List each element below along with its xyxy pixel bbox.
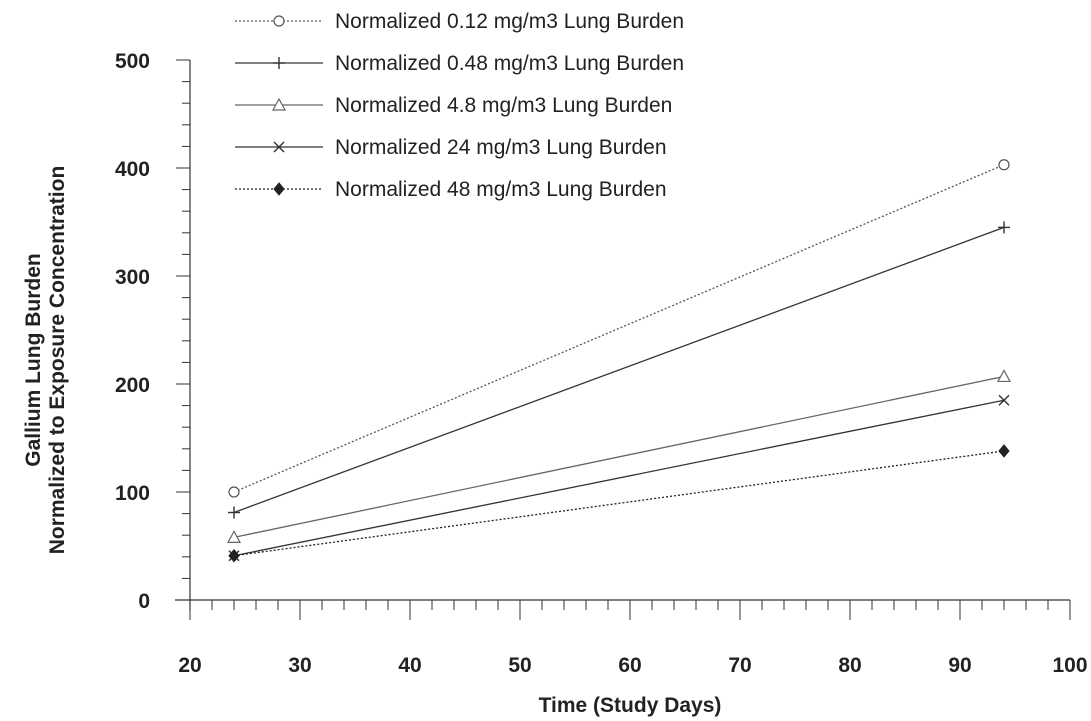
data-point-diamond: [998, 444, 1010, 458]
data-point-diamond: [273, 182, 285, 196]
series-line: [233, 399, 1005, 557]
y-tick-label: 0: [138, 590, 150, 613]
legend-label: Normalized 24 mg/m3 Lung Burden: [335, 136, 667, 159]
x-tick-label: 70: [728, 654, 751, 677]
x-tick-label: 90: [948, 654, 971, 677]
data-point-x: [273, 141, 285, 153]
x-tick-label: 50: [508, 654, 531, 677]
x-tick-label: 20: [178, 654, 201, 677]
data-point-x: [998, 394, 1010, 406]
x-axis-title: Time (Study Days): [539, 694, 722, 717]
data-point-circle: [273, 15, 285, 27]
x-tick-label: 40: [398, 654, 421, 677]
legend-label: Normalized 0.12 mg/m3 Lung Burden: [335, 10, 684, 33]
y-tick-label: 500: [115, 50, 150, 73]
data-point-triangle: [226, 530, 242, 543]
data-point-diamond: [228, 548, 240, 563]
x-tick-label: 60: [618, 654, 641, 677]
y-tick-label: 300: [115, 266, 150, 289]
y-tick-label: 100: [115, 482, 150, 505]
x-tick-label: 100: [1052, 654, 1087, 677]
y-tick-label: 400: [115, 158, 150, 181]
data-point-circle: [228, 486, 240, 498]
y-tick-label: 200: [115, 374, 150, 397]
x-tick-label: 80: [838, 654, 861, 677]
series-line: [233, 226, 1005, 514]
legend-label: Normalized 4.8 mg/m3 Lung Burden: [335, 94, 672, 117]
data-point-plus: [228, 506, 240, 519]
y-axis-title-line2: Normalized to Exposure Concentration: [46, 166, 69, 555]
series-line: [233, 164, 1005, 493]
series-line: [233, 450, 1005, 557]
series-group: [226, 159, 1012, 563]
x-stroke-b: [273, 141, 285, 153]
series-line: [233, 375, 1005, 538]
legend-label: Normalized 48 mg/m3 Lung Burden: [335, 178, 667, 201]
data-point-plus: [273, 57, 285, 69]
y-axis-title-line1: Gallium Lung Burden: [22, 253, 45, 467]
data-point-circle: [998, 159, 1010, 171]
x-stroke-b: [998, 394, 1010, 406]
legend: Normalized 0.12 mg/m3 Lung Burden Normali…: [235, 10, 684, 201]
axes: 0 100 200 300 400 500 20 30 40 50 60 70 80 90 100: [115, 50, 1088, 677]
data-point-triangle: [996, 369, 1012, 383]
data-point-triangle: [271, 97, 287, 111]
x-tick-label: 30: [288, 654, 311, 677]
data-point-plus: [998, 221, 1010, 234]
legend-label: Normalized 0.48 mg/m3 Lung Burden: [335, 52, 684, 75]
